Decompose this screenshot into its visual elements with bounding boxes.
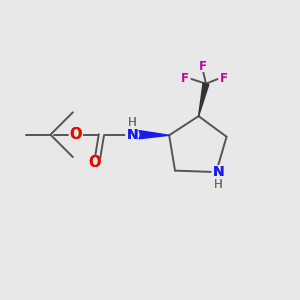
Text: H: H bbox=[128, 116, 137, 129]
Text: O: O bbox=[88, 155, 100, 170]
Text: O: O bbox=[70, 127, 82, 142]
Text: F: F bbox=[199, 60, 207, 73]
Circle shape bbox=[212, 166, 225, 178]
Text: H: H bbox=[214, 178, 223, 191]
Text: H: H bbox=[128, 116, 137, 129]
Text: N: N bbox=[213, 165, 224, 179]
Text: F: F bbox=[220, 72, 228, 85]
Circle shape bbox=[219, 73, 230, 84]
Polygon shape bbox=[199, 83, 209, 116]
Circle shape bbox=[88, 156, 100, 169]
Text: N: N bbox=[127, 128, 138, 142]
Circle shape bbox=[69, 128, 82, 141]
Text: N: N bbox=[127, 128, 138, 142]
Text: O: O bbox=[70, 127, 82, 142]
Circle shape bbox=[198, 61, 208, 71]
Text: F: F bbox=[181, 72, 189, 85]
Polygon shape bbox=[139, 130, 169, 139]
Text: O: O bbox=[88, 155, 100, 170]
Text: F: F bbox=[181, 72, 189, 85]
Circle shape bbox=[126, 128, 139, 141]
Text: F: F bbox=[199, 60, 207, 73]
Text: N: N bbox=[213, 165, 224, 179]
Text: H: H bbox=[214, 178, 223, 191]
Text: F: F bbox=[220, 72, 228, 85]
Circle shape bbox=[179, 73, 190, 84]
